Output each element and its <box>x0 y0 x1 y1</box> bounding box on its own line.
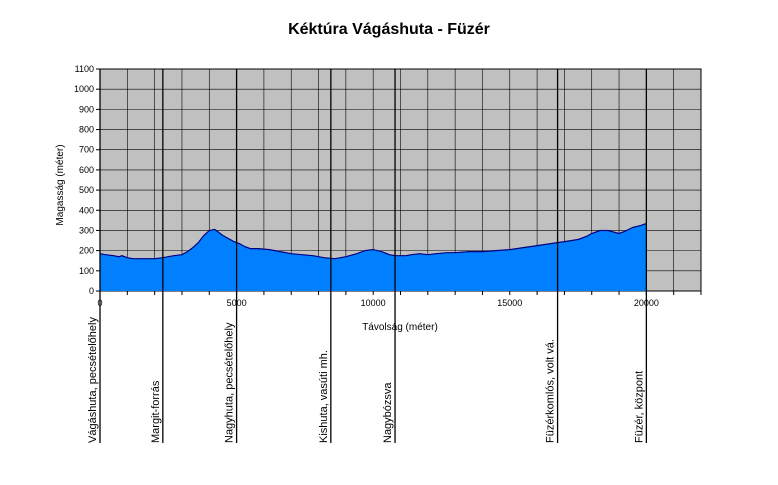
x-tick-label: 10000 <box>361 298 386 308</box>
elevation-line <box>99 222 647 260</box>
waypoint-label: Margit-forrás <box>150 380 162 443</box>
x-axis: 05000100001500020000 <box>97 291 702 308</box>
waypoint-label: Kishuta, vasúti mh. <box>318 350 330 443</box>
y-tick-label: 400 <box>79 205 94 215</box>
y-tick-label: 100 <box>79 266 94 276</box>
waypoint-label: Vágáshuta, pecsételőhely <box>87 317 99 443</box>
plot-area <box>99 68 702 292</box>
y-tick-label: 1100 <box>75 64 94 74</box>
y-tick-label: 300 <box>79 225 94 235</box>
y-tick-label: 600 <box>79 165 94 175</box>
waypoint-label: Nagybózsva <box>382 382 394 443</box>
x-axis-label: Távolság (méter) <box>362 322 438 333</box>
y-tick-label: 200 <box>79 246 94 256</box>
waypoint-label: Nagyhuta, pecsételőhely <box>224 322 236 443</box>
chart-title: Kéktúra Vágáshuta - Füzér <box>288 21 490 38</box>
x-tick-label: 15000 <box>497 298 522 308</box>
y-tick-label: 800 <box>79 125 94 135</box>
y-tick-label: 900 <box>79 104 94 114</box>
y-axis-label: Magasság (méter) <box>55 144 66 225</box>
y-axis: 0 100 200 300 400 500 600 700 800 900 1000 1100 <box>74 64 100 296</box>
waypoint-label: Füzér, központ <box>633 371 645 443</box>
y-tick-label: 700 <box>79 145 94 155</box>
y-tick-label: 0 <box>89 286 94 296</box>
waypoint-annotations: Vágáshuta, pecsételőhely Margit-forrás Nag… <box>87 69 648 443</box>
y-tick-label: 500 <box>79 185 94 195</box>
y-tick-label: 1000 <box>74 84 94 94</box>
waypoint-label: Füzérkomlós, volt vá. <box>545 339 557 443</box>
